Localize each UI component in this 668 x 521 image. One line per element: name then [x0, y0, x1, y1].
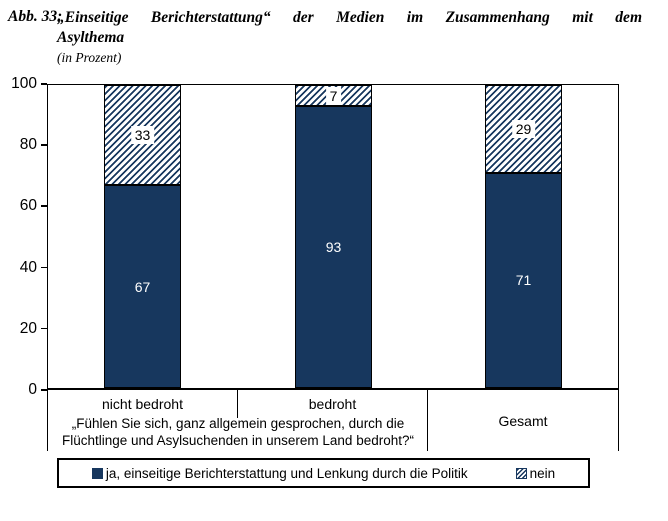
legend-hatch-swatch-icon	[515, 467, 527, 479]
figure-subtitle: (in Prozent)	[57, 50, 122, 65]
bar-value-hatched: 33	[130, 126, 155, 144]
figure-number-label: Abb. 33:	[8, 8, 63, 25]
bar-segment-hatched: 29	[485, 85, 562, 173]
bar-segment-solid: 71	[485, 172, 562, 388]
bar-gesamt: 29 71	[485, 85, 562, 388]
axis-table-left-border	[47, 390, 48, 451]
bar-segment-solid: 67	[104, 185, 181, 388]
axis-table-divider-large	[427, 390, 428, 451]
y-tick-label: 20	[19, 319, 37, 337]
y-tick-mark	[41, 144, 47, 146]
y-tick-label: 0	[28, 381, 37, 398]
category-label-bedroht: bedroht	[308, 396, 357, 412]
y-tick-mark	[41, 327, 47, 330]
bar-value-solid: 67	[134, 278, 151, 295]
bar-segment-solid: 93	[295, 106, 372, 388]
y-tick-label: 80	[19, 136, 37, 154]
y-tick-mark	[41, 389, 47, 391]
legend-label-nein: nein	[529, 465, 556, 481]
y-axis-scale: 0 20 40 60 80 100	[0, 76, 47, 398]
y-tick-mark	[41, 266, 47, 269]
chart-legend: ja, einseitige Berichterstattung und Len…	[57, 458, 590, 488]
y-tick-label: 40	[19, 258, 37, 276]
axis-table-divider-small	[237, 390, 238, 418]
bar-value-solid: 93	[325, 239, 342, 256]
legend-label-ja: ja, einseitige Berichterstattung und Len…	[105, 465, 468, 481]
figure-title-line1: „Einseitige Berichterstattung“ der Medie…	[57, 9, 642, 26]
y-tick-mark	[41, 205, 47, 207]
category-question: „Fühlen Sie sich, ganz allgemein gesproc…	[62, 416, 414, 448]
legend-item-nein: nein	[515, 465, 556, 481]
y-tick-mark	[41, 83, 47, 85]
bar-value-hatched: 29	[511, 119, 536, 138]
plot-area: 33 67 7 93 29 71	[47, 84, 619, 390]
category-label-gesamt: Gesamt	[498, 412, 548, 429]
figure-title: „Einseitige Berichterstattung“ der Medie…	[57, 8, 642, 48]
bar-value-hatched: 7	[325, 86, 342, 105]
bar-nicht-bedroht: 33 67	[104, 85, 181, 388]
y-tick-label: 100	[11, 75, 37, 92]
bar-value-solid: 71	[515, 272, 532, 289]
legend-solid-swatch-icon	[91, 467, 103, 479]
bar-segment-hatched: 33	[104, 85, 181, 185]
y-tick-label: 60	[19, 197, 37, 215]
category-label-nicht-bedroht: nicht bedroht	[102, 396, 183, 412]
figure-title-line2: Asylthema	[57, 29, 125, 46]
bar-segment-hatched: 7	[295, 85, 372, 107]
legend-item-ja: ja, einseitige Berichterstattung und Len…	[91, 465, 468, 481]
bar-bedroht: 7 93	[295, 85, 372, 388]
axis-table-right-border	[618, 390, 619, 451]
